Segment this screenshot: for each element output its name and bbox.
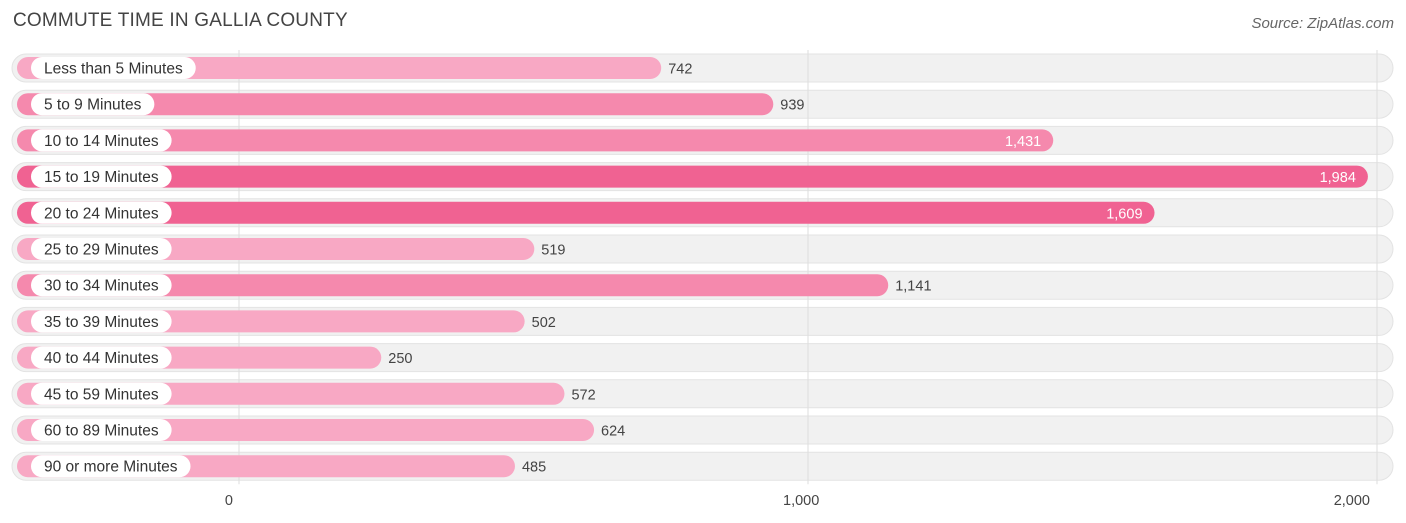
value-label: 1,141 [895,279,931,295]
value-label: 572 [571,387,595,403]
row-backgrounds [11,53,1394,481]
category-label: 90 or more Minutes [44,459,178,476]
value-label: 939 [780,98,804,114]
x-tick-label: 1,000 [783,493,819,509]
category-label: 10 to 14 Minutes [44,133,159,150]
value-label: 519 [541,243,565,259]
value-label: 502 [532,315,556,331]
category-label: Less than 5 Minutes [44,61,183,78]
category-label-pill [31,310,172,333]
category-label-pill [31,419,172,441]
bar [17,93,774,116]
category-label-pill [31,238,172,260]
category-label: 20 to 24 Minutes [44,205,159,222]
bar [17,201,1155,224]
chart-title: COMMUTE TIME IN GALLIA COUNTY [13,10,348,31]
category-label: 25 to 29 Minutes [44,242,159,259]
category-label-pill [31,346,172,369]
category-label-pill [31,382,172,405]
category-label: 35 to 39 Minutes [44,314,159,331]
source-note: Source: ZipAtlas.com [1251,15,1394,32]
category-label-pill [31,165,172,188]
category-label-pill [31,274,172,297]
value-label: 250 [388,351,412,367]
category-label: 45 to 59 Minutes [44,386,159,403]
category-label: 15 to 19 Minutes [44,169,159,186]
category-label: 60 to 89 Minutes [44,423,159,440]
value-label: 485 [522,460,546,476]
gridlines [238,50,1378,485]
category-label: 40 to 44 Minutes [44,350,159,367]
category-label-pill [31,57,196,79]
bar [17,165,1368,188]
category-label: 5 to 9 Minutes [44,97,142,114]
category-label-pill [31,129,172,152]
category-label-pill [31,455,191,478]
category-label-pill [31,201,172,224]
x-tick-label: 0 [225,493,233,509]
bar [17,129,1054,152]
value-label: 1,984 [1320,170,1356,186]
category-label-pill [31,93,155,116]
x-tick-label: 2,000 [1334,493,1370,509]
value-label: 624 [601,424,625,440]
bar [17,274,889,297]
bars: Less than 5 Minutes 742 5 to 9 Minutes 939 1… [17,57,1368,478]
value-label: 1,609 [1106,206,1142,222]
x-axis: 0 1,000 2,000 [225,493,1370,509]
category-label: 30 to 34 Minutes [44,278,159,295]
value-label: 742 [668,62,692,78]
value-label: 1,431 [1005,134,1041,150]
